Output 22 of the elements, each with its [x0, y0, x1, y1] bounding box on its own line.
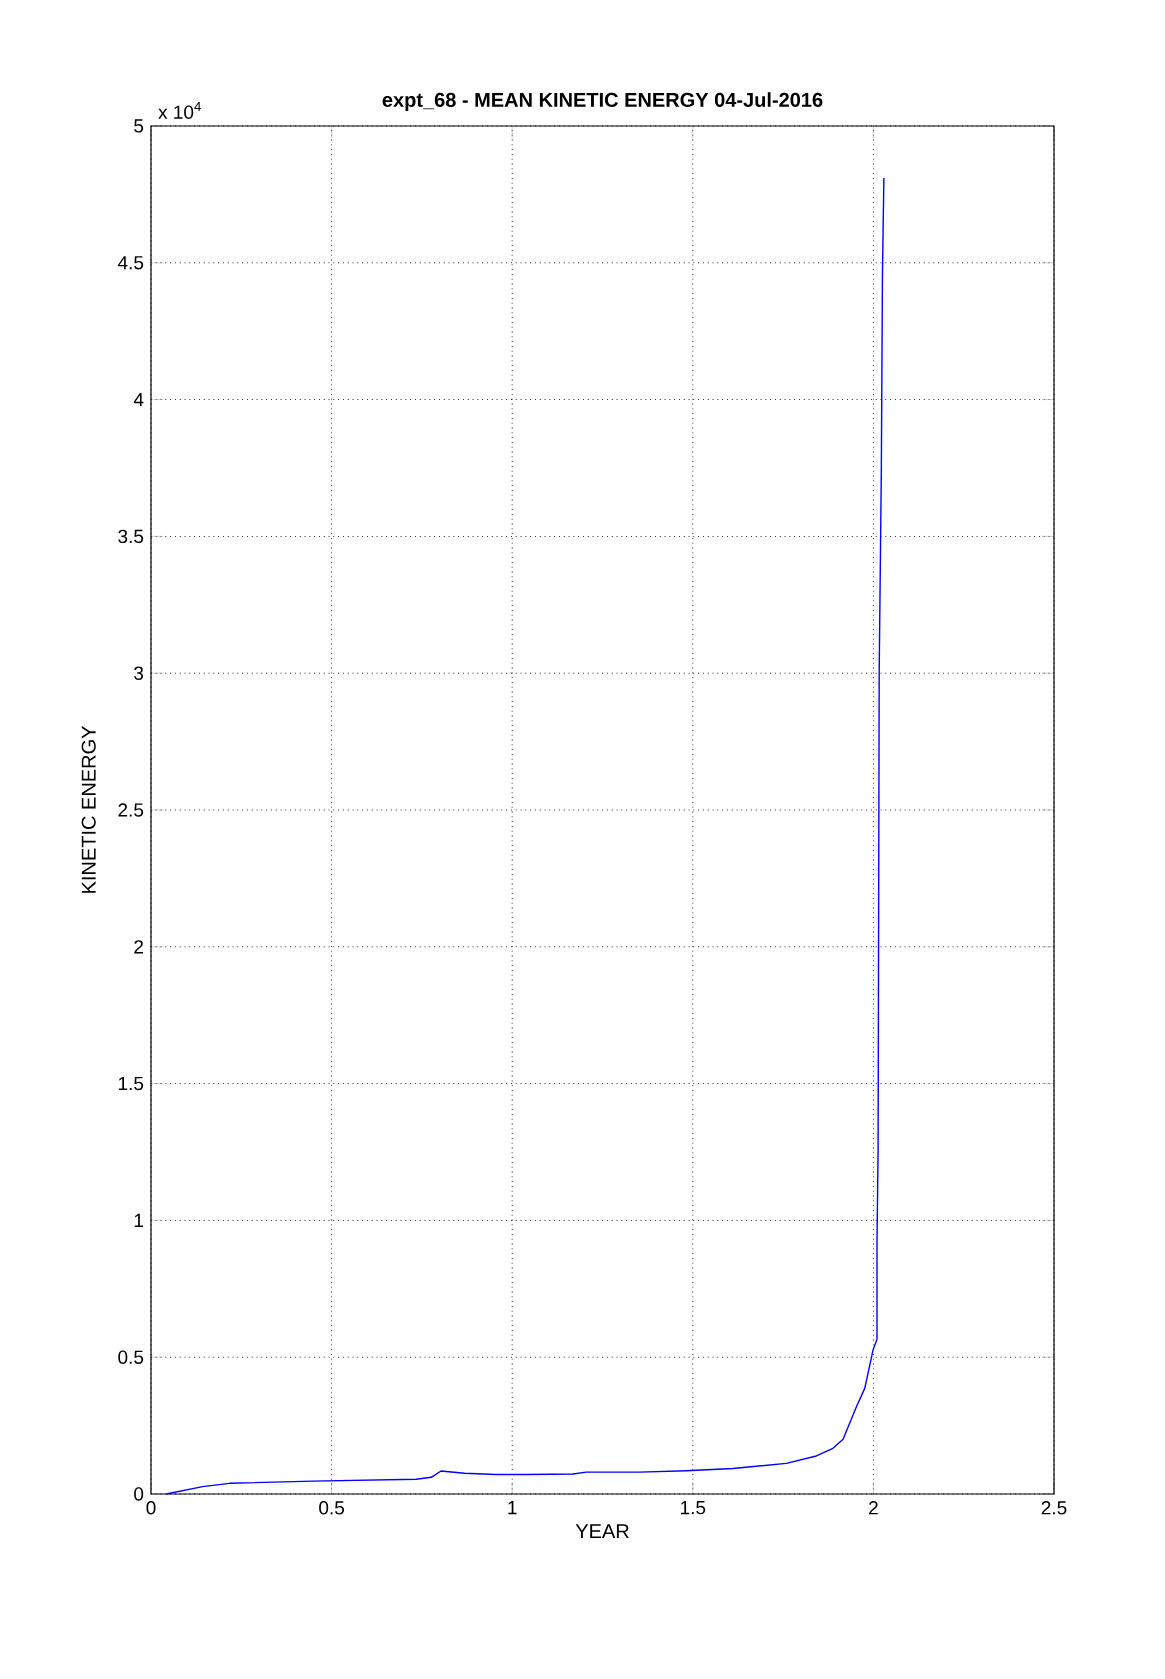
y-tick-label: 2.5 [118, 803, 144, 817]
y-tick-label: 0 [134, 1487, 144, 1501]
y-tick-label: 4 [133, 393, 144, 407]
x-tick-label: 2 [869, 1501, 878, 1515]
y-tick-label: 2 [134, 940, 143, 954]
x-axis-title: YEAR [575, 1524, 629, 1538]
y-tick-label: 3 [134, 666, 144, 680]
x-tick-label: 2.5 [1041, 1501, 1067, 1515]
y-tick-label: 3.5 [118, 529, 144, 544]
x-tick-label: 1 [508, 1501, 517, 1515]
x-tick-label: 0 [146, 1501, 156, 1515]
y-tick-label: 5 [134, 119, 144, 133]
line-series [165, 177, 885, 1495]
y-tick-label: 0.5 [118, 1350, 144, 1364]
x-tick-label: 0.5 [319, 1501, 345, 1515]
y-tick-label: 4.5 [117, 256, 144, 270]
y-tick-label: 1.5 [118, 1076, 144, 1091]
y-axis-title: KINETIC ENERGY [81, 725, 96, 893]
y-tick-label: 1 [134, 1213, 143, 1227]
text: x 10$^{4}$ [158, 101, 201, 119]
chart-title: expt_68 - MEAN KINETIC ENERGY 04-Jul-2016 [382, 92, 823, 111]
x-tick-label: 1.5 [681, 1501, 706, 1515]
